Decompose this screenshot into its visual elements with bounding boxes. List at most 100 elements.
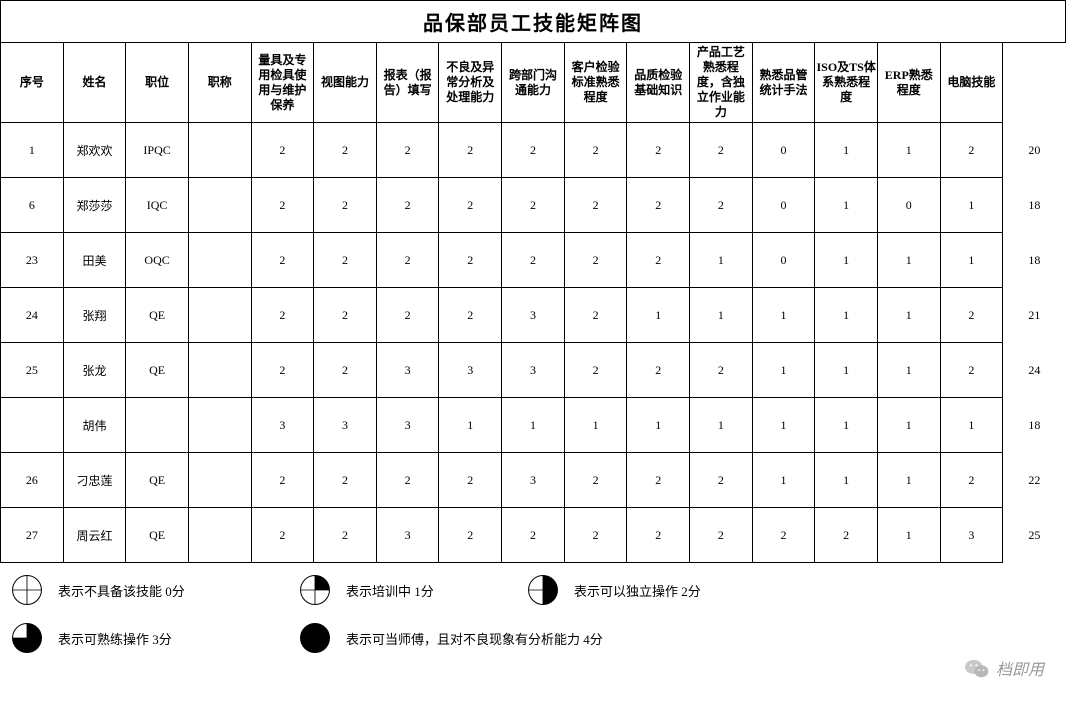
cell-jobtitle [188,508,251,563]
cell-skill-7: 1 [690,233,753,288]
col-total [1003,43,1066,123]
watermark: 档即用 [964,656,1044,680]
cell-skill-11: 3 [940,508,1003,563]
cell-skill-6: 2 [627,343,690,398]
cell-skill-0: 2 [251,343,314,398]
cell-skill-0: 2 [251,233,314,288]
table-row: 23田美OQC22222221011118 [1,233,1066,288]
wechat-icon [964,657,990,679]
cell-idx: 23 [1,233,64,288]
cell-skill-6: 2 [627,508,690,563]
skill-matrix-table: 品保部员工技能矩阵图 序号姓名职位职称量具及专用检具使用与维护保养视图能力报表（… [0,0,1066,563]
cell-jobtitle [188,343,251,398]
cell-skill-10: 0 [877,178,940,233]
cell-skill-2: 2 [376,233,439,288]
cell-skill-11: 2 [940,123,1003,178]
table-title: 品保部员工技能矩阵图 [1,1,1066,43]
skill-matrix-sheet: 品保部员工技能矩阵图 序号姓名职位职称量具及专用检具使用与维护保养视图能力报表（… [0,0,1066,675]
cell-skill-0: 2 [251,178,314,233]
legend-text: 表示可熟练操作 3分 [58,629,172,648]
cell-name: 张龙 [63,343,126,398]
cell-skill-10: 1 [877,288,940,343]
cell-skill-1: 2 [314,508,377,563]
legend-text: 表示培训中 1分 [346,581,434,600]
cell-skill-10: 1 [877,343,940,398]
legend-item-3: 表示可熟练操作 3分 [10,621,270,655]
table-row: 27周云红QE22322222221325 [1,508,1066,563]
col-skill-7: 产品工艺熟悉程度，含独立作业能力 [690,43,753,123]
cell-jobtitle [188,178,251,233]
cell-skill-4: 3 [502,343,565,398]
cell-skill-0: 2 [251,288,314,343]
col-skill-5: 客户检验标准熟悉程度 [564,43,627,123]
cell-skill-1: 2 [314,343,377,398]
cell-skill-7: 2 [690,343,753,398]
cell-skill-1: 3 [314,398,377,453]
cell-skill-9: 1 [815,398,878,453]
cell-skill-3: 2 [439,508,502,563]
cell-skill-7: 2 [690,178,753,233]
cell-skill-3: 1 [439,398,502,453]
cell-skill-6: 2 [627,233,690,288]
cell-skill-3: 2 [439,288,502,343]
cell-jobtitle [188,123,251,178]
table-row: 25张龙QE22333222111224 [1,343,1066,398]
cell-skill-5: 2 [564,343,627,398]
pie-icon-3 [10,621,44,655]
col-skill-11: 电脑技能 [940,43,1003,123]
cell-skill-6: 1 [627,288,690,343]
legend-item-0: 表示不具备该技能 0分 [10,573,270,607]
cell-skill-4: 3 [502,453,565,508]
cell-total: 25 [1003,508,1066,563]
cell-name: 刁忠莲 [63,453,126,508]
cell-name: 郑欢欢 [63,123,126,178]
cell-skill-7: 2 [690,123,753,178]
cell-skill-8: 1 [752,288,815,343]
cell-skill-5: 1 [564,398,627,453]
cell-total: 18 [1003,178,1066,233]
cell-skill-10: 1 [877,233,940,288]
cell-position: QE [126,453,189,508]
cell-skill-11: 1 [940,233,1003,288]
cell-position: IPQC [126,123,189,178]
cell-total: 18 [1003,398,1066,453]
table-row: 1郑欢欢IPQC22222222011220 [1,123,1066,178]
cell-skill-7: 1 [690,288,753,343]
cell-skill-3: 3 [439,343,502,398]
cell-position [126,398,189,453]
cell-skill-7: 2 [690,453,753,508]
cell-skill-3: 2 [439,453,502,508]
col-position: 职位 [126,43,189,123]
pie-icon-0 [10,573,44,607]
col-skill-9: ISO及TS体系熟悉程度 [815,43,878,123]
cell-name: 胡伟 [63,398,126,453]
cell-skill-9: 2 [815,508,878,563]
legend: 表示不具备该技能 0分 表示培训中 1分 表示可以独立操作 2分 表示可熟练操作 3… [0,563,1066,675]
cell-skill-6: 1 [627,398,690,453]
cell-idx: 6 [1,178,64,233]
cell-skill-8: 1 [752,453,815,508]
legend-text: 表示可以独立操作 2分 [574,581,701,600]
cell-position: QE [126,508,189,563]
cell-skill-6: 2 [627,123,690,178]
cell-skill-3: 2 [439,233,502,288]
cell-skill-0: 3 [251,398,314,453]
cell-idx [1,398,64,453]
legend-item-1: 表示培训中 1分 [298,573,498,607]
cell-skill-0: 2 [251,123,314,178]
cell-skill-2: 2 [376,288,439,343]
cell-name: 郑莎莎 [63,178,126,233]
cell-total: 21 [1003,288,1066,343]
cell-skill-4: 2 [502,178,565,233]
cell-position: QE [126,288,189,343]
cell-skill-6: 2 [627,178,690,233]
cell-idx: 25 [1,343,64,398]
cell-skill-4: 3 [502,288,565,343]
watermark-text: 档即用 [996,656,1044,680]
cell-skill-11: 1 [940,178,1003,233]
cell-skill-5: 2 [564,508,627,563]
table-row: 24张翔QE22223211111221 [1,288,1066,343]
pie-icon-2 [526,573,560,607]
cell-skill-9: 1 [815,343,878,398]
table-row: 胡伟33311111111118 [1,398,1066,453]
